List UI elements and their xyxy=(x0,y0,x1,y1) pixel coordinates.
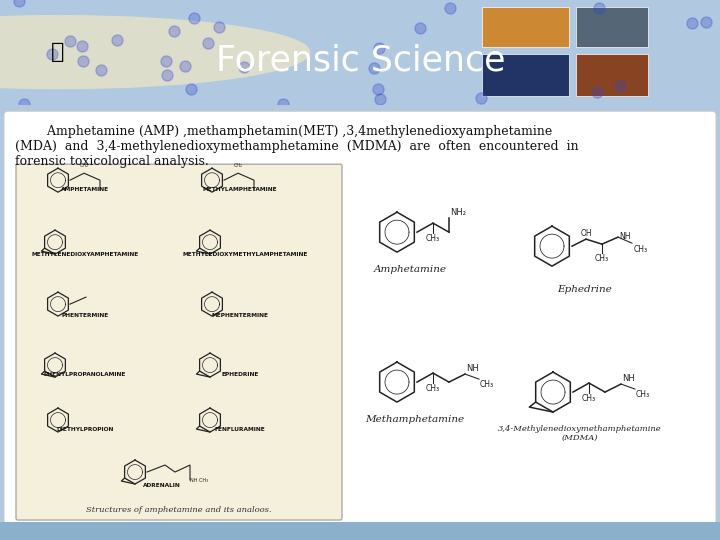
Text: CH₃: CH₃ xyxy=(426,234,440,243)
Text: CH₃: CH₃ xyxy=(582,394,596,403)
Text: NH CH₃: NH CH₃ xyxy=(190,478,208,483)
Text: NH: NH xyxy=(466,364,479,373)
Text: EPHEDRINE: EPHEDRINE xyxy=(221,372,258,377)
Text: Amphetamine: Amphetamine xyxy=(374,265,446,274)
Text: forensic toxicological analysis.: forensic toxicological analysis. xyxy=(15,155,209,168)
Text: (MDA)  and  3,4-methylenedioxymethamphetamine  (MDMA)  are  often  encountered  : (MDA) and 3,4-methylenedioxymethamphetam… xyxy=(15,140,579,153)
Text: 🦁: 🦁 xyxy=(51,42,64,62)
Text: Amphetamine (AMP) ,methamphetamin(MET) ,3,4methylenedioxyamphetamine: Amphetamine (AMP) ,methamphetamin(MET) ,… xyxy=(15,125,552,138)
Text: CH₂: CH₂ xyxy=(233,163,243,168)
Text: METHYLENEDIOXYAMPHETAMINE: METHYLENEDIOXYAMPHETAMINE xyxy=(32,252,139,257)
Text: CH₃: CH₃ xyxy=(595,254,609,263)
Text: Structures of amphetamine and its analoos.: Structures of amphetamine and its analoo… xyxy=(86,506,271,514)
Text: DIETHYLPROPION: DIETHYLPROPION xyxy=(56,427,114,432)
FancyBboxPatch shape xyxy=(482,54,569,96)
Text: CH₃: CH₃ xyxy=(634,245,648,254)
Text: NH: NH xyxy=(622,374,635,383)
Text: ADRENALIN: ADRENALIN xyxy=(143,483,181,488)
Text: OH: OH xyxy=(580,229,592,238)
Text: Forensic Science: Forensic Science xyxy=(216,43,505,77)
Text: Methamphetamine: Methamphetamine xyxy=(366,415,464,424)
FancyBboxPatch shape xyxy=(576,8,648,47)
FancyBboxPatch shape xyxy=(16,164,342,520)
Text: 3,4-Methylenedioxymethamphetamine
(MDMA): 3,4-Methylenedioxymethamphetamine (MDMA) xyxy=(498,425,662,442)
Circle shape xyxy=(0,16,310,89)
Text: CH₂: CH₂ xyxy=(79,163,89,168)
FancyBboxPatch shape xyxy=(576,54,648,96)
Text: CH₃: CH₃ xyxy=(480,380,494,389)
FancyBboxPatch shape xyxy=(0,522,720,540)
Text: NH₂: NH₂ xyxy=(450,208,466,217)
Text: FENFLURAMINE: FENFLURAMINE xyxy=(215,427,266,432)
Text: PHENYLPROPANOLAMINE: PHENYLPROPANOLAMINE xyxy=(44,372,126,377)
Text: Ephedrine: Ephedrine xyxy=(557,285,613,294)
Text: AMPHETAMINE: AMPHETAMINE xyxy=(61,187,109,192)
Text: METHYLEDIOXYMETHYLAMPHETAMINE: METHYLEDIOXYMETHYLAMPHETAMINE xyxy=(182,252,307,257)
Text: PHENTERMINE: PHENTERMINE xyxy=(61,313,109,318)
Text: MEPHENTERMINE: MEPHENTERMINE xyxy=(212,313,269,318)
Text: NH: NH xyxy=(619,232,631,241)
FancyBboxPatch shape xyxy=(482,8,569,47)
Text: METHYLAMPHETAMINE: METHYLAMPHETAMINE xyxy=(203,187,277,192)
Text: CH₃: CH₃ xyxy=(426,384,440,393)
Text: CH₃: CH₃ xyxy=(636,390,650,399)
FancyBboxPatch shape xyxy=(4,111,716,539)
